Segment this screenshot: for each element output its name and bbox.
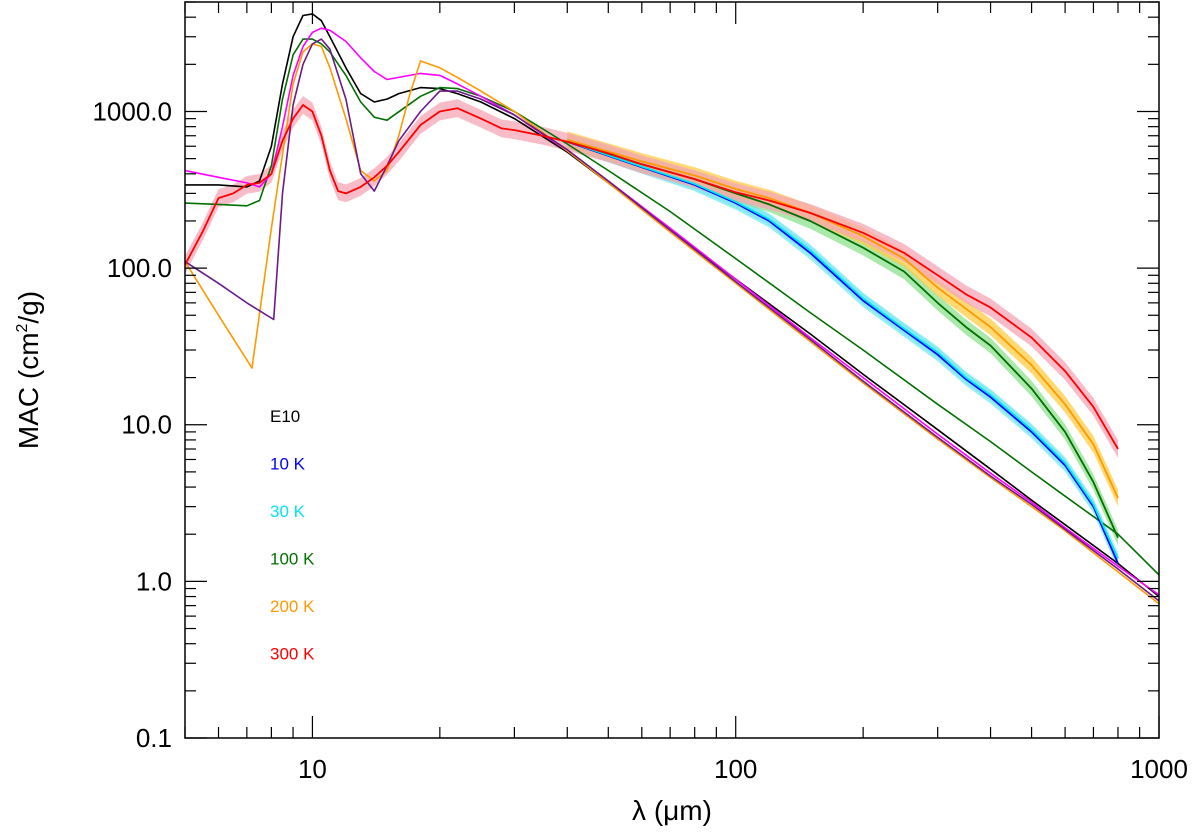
tick-labels: 10 100 1000 0.1 1.0 10.0 100.0 1000.0 — [92, 96, 1187, 784]
y-tick-label: 1.0 — [136, 566, 172, 596]
line-200-k — [567, 138, 1119, 499]
y-tick-label: 10.0 — [121, 410, 172, 440]
x-tick-label: 1000 — [1130, 754, 1188, 784]
legend: E10 10 K 30 K 100 K 200 K 300 K — [270, 407, 315, 664]
legend-item-200-k: 200 K — [270, 597, 315, 616]
plot-frame — [184, 1, 1160, 739]
x-axis-label: λ (μm) — [632, 795, 712, 826]
legend-item-10-k: 10 K — [270, 455, 306, 474]
band-300-k — [185, 96, 1118, 458]
y-axis-label-pre: MAC (cm — [13, 332, 44, 449]
legend-item-300-k: 300 K — [270, 645, 315, 664]
legend-item-100-k: 100 K — [270, 550, 315, 569]
x-tick-label: 10 — [298, 754, 327, 784]
y-axis-label-sup: 2 — [14, 323, 31, 332]
y-tick-label: 0.1 — [136, 723, 172, 753]
x-tick-label: 100 — [714, 754, 757, 784]
line-e10-black — [185, 13, 1159, 598]
line-300-k — [185, 104, 1119, 450]
legend-item-e10: E10 — [270, 407, 300, 426]
y-tick-label: 1000.0 — [92, 96, 172, 126]
line-magenta-model — [185, 27, 1159, 596]
line-green-model — [185, 38, 1159, 576]
legend-item-30-k: 30 K — [270, 502, 306, 521]
line-30-k — [567, 140, 1119, 559]
series-lines — [185, 13, 1159, 605]
line-10-k — [567, 140, 1119, 564]
line-purple-model — [185, 38, 1159, 602]
y-axis-label: MAC (cm2/g) — [13, 291, 44, 449]
line-orange-model — [185, 43, 1159, 605]
y-axis-label-post: /g) — [13, 291, 44, 324]
y-tick-label: 100.0 — [107, 253, 172, 283]
uncertainty-bands — [185, 96, 1118, 570]
